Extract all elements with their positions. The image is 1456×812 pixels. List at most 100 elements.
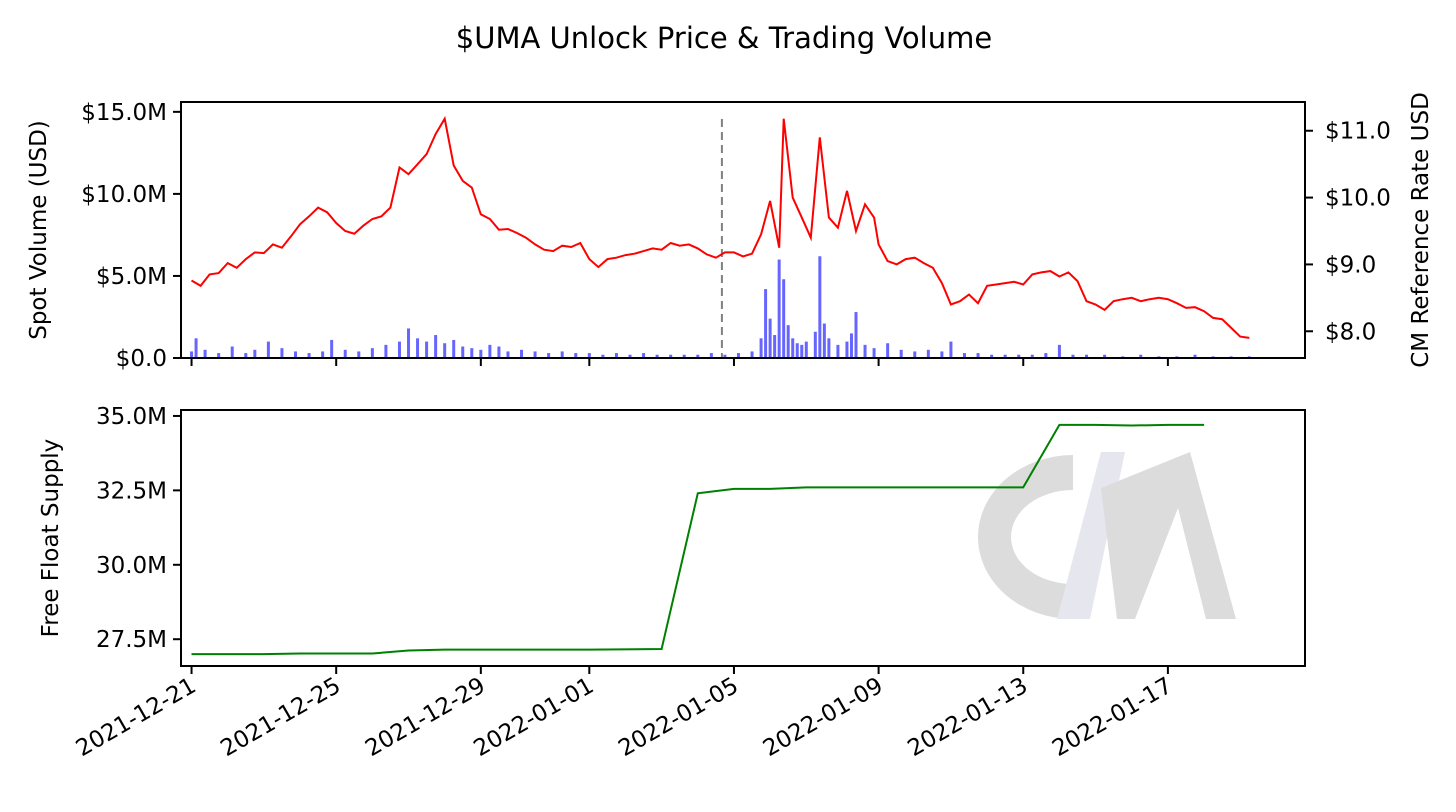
volume-bar-68 [872, 348, 876, 358]
volume-bar-22 [443, 343, 447, 358]
volume-bar-75 [962, 353, 966, 358]
volume-bar-49 [764, 289, 768, 358]
volume-bar-85 [1103, 354, 1107, 358]
top-axes-frame [180, 101, 1306, 359]
volume-bar-42 [682, 354, 686, 358]
bottom-left-yticks: 27.5M 30.0M 32.5M 35.0M [96, 404, 181, 653]
volume-bar-26 [479, 349, 483, 358]
bottom-xtick-label-7: 2022-01-17 [1048, 673, 1177, 762]
top-left-ytick-label-0: $0.0 [116, 346, 167, 372]
top-xticks [190, 358, 1169, 366]
top-right-yticks: $8.0 $9.0 $10.0 $11.0 [1305, 119, 1391, 345]
volume-bar-67 [863, 344, 867, 358]
volume-bar-4 [230, 346, 234, 358]
chart-title: $UMA Unlock Price & Trading Volume [456, 21, 992, 55]
volume-bar-19 [416, 338, 420, 358]
volume-bar-35 [587, 353, 591, 358]
volume-bar-12 [330, 339, 334, 358]
volume-bar-10 [307, 353, 311, 358]
top-left-ytick-label-1: $5.0M [96, 264, 167, 290]
bottom-ytick-label-3: 35.0M [96, 404, 167, 430]
volume-bar-48 [759, 338, 763, 358]
volume-bar-65 [849, 333, 853, 358]
top-right-ytick-label-0: $8.0 [1325, 319, 1376, 345]
volume-bar-69 [886, 343, 890, 358]
top-left-yticks: $0.0 $5.0M $10.0M $15.0M [81, 100, 181, 372]
top-right-ytick-label-2: $10.0 [1325, 186, 1391, 212]
volume-bar-71 [913, 351, 917, 358]
volume-bar-77 [990, 354, 994, 358]
volume-bar-60 [818, 256, 822, 358]
bottom-xtick-label-3: 2022-01-01 [470, 673, 599, 762]
volume-bar-3 [217, 353, 221, 358]
volume-bar-33 [560, 351, 564, 358]
volume-bar-28 [497, 346, 501, 358]
volume-bar-0 [190, 351, 194, 358]
volume-bar-9 [294, 351, 298, 358]
bottom-ytick-label-1: 30.0M [96, 553, 167, 579]
volume-bar-20 [425, 341, 429, 358]
volume-bar-64 [845, 341, 849, 358]
volume-bar-24 [461, 346, 465, 358]
volume-bar-7 [266, 341, 270, 358]
volume-bar-59 [813, 331, 817, 358]
top-left-ytick-label-3: $15.0M [81, 100, 167, 126]
price-line [190, 115, 1250, 339]
volume-bar-8 [280, 348, 284, 358]
top-right-ytick-label-3: $11.0 [1325, 119, 1391, 145]
volume-bar-1 [194, 338, 198, 358]
volume-bar-40 [655, 354, 659, 358]
volume-bar-84 [1085, 354, 1089, 358]
volume-bar-39 [642, 353, 646, 358]
volume-bar-44 [709, 353, 713, 358]
bottom-xtick-label-2: 2021-12-29 [361, 673, 490, 762]
supply-line [191, 423, 1205, 656]
volume-bar-70 [899, 349, 903, 358]
volume-bar-50 [768, 318, 772, 358]
bottom-xtick-label-6: 2022-01-13 [903, 673, 1032, 762]
top-panel: $0.0 $5.0M $10.0M $15.0M $8.0 $9.0 $10.0 $11.0… [26, 92, 1434, 372]
volume-bar-11 [321, 351, 325, 358]
volume-bar-25 [470, 348, 474, 358]
volume-bar-6 [253, 349, 257, 358]
volume-bar-55 [791, 338, 795, 358]
bottom-xtick-label-1: 2021-12-25 [216, 673, 345, 762]
top-right-ytick-label-1: $9.0 [1325, 252, 1376, 278]
volume-bar-46 [736, 353, 740, 358]
volume-bar-41 [669, 354, 673, 358]
top-right-ylabel: CM Reference Rate USD [1408, 92, 1434, 368]
volume-bar-18 [407, 328, 411, 358]
volume-bar-72 [926, 349, 930, 358]
volume-bar-87 [1139, 354, 1143, 358]
volume-bar-36 [601, 354, 605, 358]
volume-bar-62 [827, 338, 831, 358]
volume-bar-27 [488, 344, 492, 358]
volume-bar-45 [723, 354, 727, 358]
watermark-m-right-stroke [1101, 452, 1236, 619]
volume-bar-37 [614, 353, 618, 358]
volume-bar-58 [804, 341, 808, 358]
volume-bar-83 [1071, 354, 1075, 358]
volume-bar-16 [384, 344, 388, 358]
cm-watermark [978, 452, 1236, 619]
volume-bar-51 [773, 335, 777, 358]
bottom-xtick-label-4: 2022-01-05 [614, 673, 743, 762]
bottom-ytick-label-2: 32.5M [96, 478, 167, 504]
volume-bar-14 [357, 351, 361, 358]
top-left-ylabel: Spot Volume (USD) [26, 120, 52, 340]
volume-bar-21 [434, 335, 438, 358]
volume-bar-79 [1017, 354, 1021, 358]
volume-bar-73 [940, 351, 944, 358]
watermark-c-letter [978, 455, 1073, 619]
volume-bar-5 [244, 353, 248, 358]
volume-bar-34 [574, 353, 578, 358]
volume-bar-57 [800, 344, 804, 358]
top-left-ytick-label-2: $10.0M [81, 182, 167, 208]
volume-bar-78 [1003, 354, 1007, 358]
volume-bar-61 [822, 323, 826, 358]
volume-bar-82 [1057, 344, 1061, 358]
bottom-axes-frame [180, 409, 1306, 667]
volume-bar-32 [547, 353, 551, 358]
